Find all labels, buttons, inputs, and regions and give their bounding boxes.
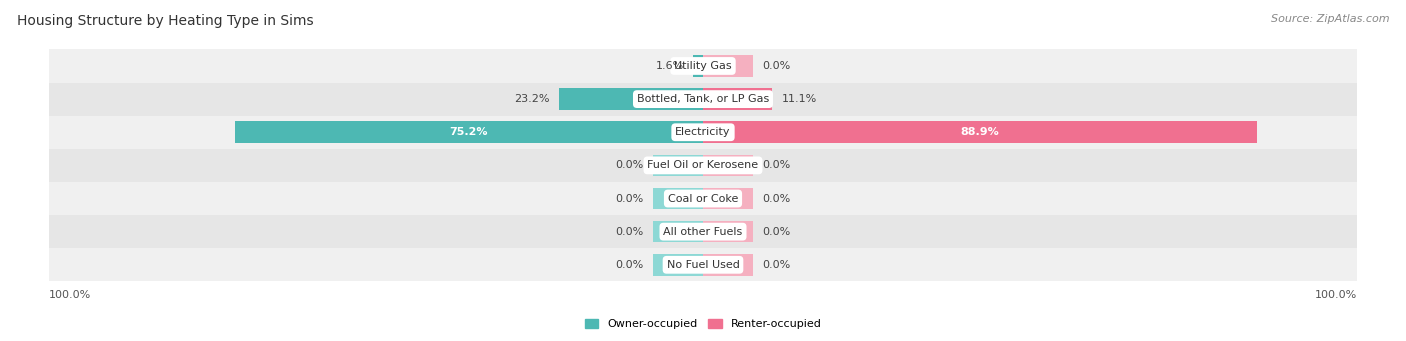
- Text: All other Fuels: All other Fuels: [664, 227, 742, 237]
- Bar: [703, 121, 1257, 143]
- Bar: [654, 221, 703, 242]
- Bar: [703, 188, 752, 209]
- Text: Housing Structure by Heating Type in Sims: Housing Structure by Heating Type in Sim…: [17, 14, 314, 28]
- Text: Bottled, Tank, or LP Gas: Bottled, Tank, or LP Gas: [637, 94, 769, 104]
- Text: 11.1%: 11.1%: [782, 94, 817, 104]
- Text: 0.0%: 0.0%: [616, 227, 644, 237]
- Bar: [654, 154, 703, 176]
- Text: Coal or Coke: Coal or Coke: [668, 194, 738, 204]
- Text: 0.0%: 0.0%: [762, 194, 790, 204]
- Bar: [693, 55, 703, 77]
- Text: 0.0%: 0.0%: [616, 260, 644, 270]
- Bar: [703, 55, 752, 77]
- Text: 0.0%: 0.0%: [762, 227, 790, 237]
- Text: Utility Gas: Utility Gas: [675, 61, 731, 71]
- Text: 100.0%: 100.0%: [1315, 290, 1357, 300]
- Text: 0.0%: 0.0%: [616, 194, 644, 204]
- Text: No Fuel Used: No Fuel Used: [666, 260, 740, 270]
- Text: 23.2%: 23.2%: [513, 94, 550, 104]
- Bar: [654, 254, 703, 276]
- Bar: [49, 215, 1357, 248]
- Text: 88.9%: 88.9%: [960, 127, 1000, 137]
- Text: 0.0%: 0.0%: [762, 160, 790, 170]
- Bar: [49, 182, 1357, 215]
- Bar: [49, 248, 1357, 281]
- Text: 75.2%: 75.2%: [450, 127, 488, 137]
- Text: 100.0%: 100.0%: [49, 290, 91, 300]
- Bar: [654, 188, 703, 209]
- Text: Source: ZipAtlas.com: Source: ZipAtlas.com: [1271, 14, 1389, 24]
- Bar: [703, 88, 772, 110]
- Text: 0.0%: 0.0%: [762, 61, 790, 71]
- Text: 1.6%: 1.6%: [655, 61, 683, 71]
- Bar: [558, 88, 703, 110]
- Text: Electricity: Electricity: [675, 127, 731, 137]
- Bar: [703, 154, 752, 176]
- Bar: [49, 49, 1357, 83]
- Bar: [49, 149, 1357, 182]
- Text: 0.0%: 0.0%: [762, 260, 790, 270]
- Bar: [235, 121, 703, 143]
- Bar: [703, 221, 752, 242]
- Bar: [49, 83, 1357, 116]
- Legend: Owner-occupied, Renter-occupied: Owner-occupied, Renter-occupied: [585, 319, 821, 329]
- Text: 0.0%: 0.0%: [616, 160, 644, 170]
- Text: Fuel Oil or Kerosene: Fuel Oil or Kerosene: [647, 160, 759, 170]
- Bar: [703, 254, 752, 276]
- Bar: [49, 116, 1357, 149]
